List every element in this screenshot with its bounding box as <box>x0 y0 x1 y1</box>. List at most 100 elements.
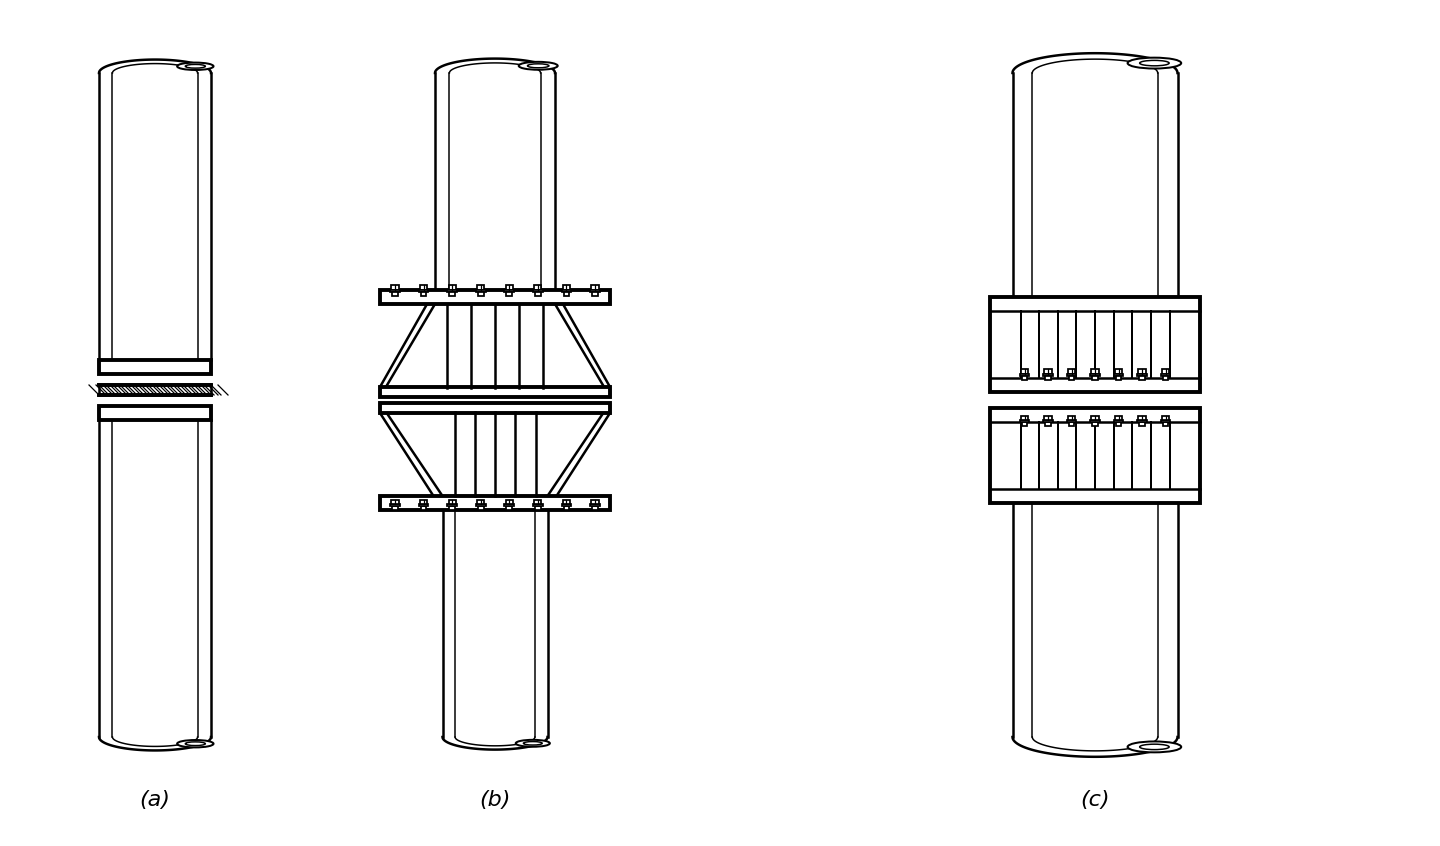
Text: (b): (b) <box>480 790 511 810</box>
Polygon shape <box>547 403 611 510</box>
Bar <box>449 506 455 510</box>
Polygon shape <box>380 403 442 510</box>
Bar <box>562 290 572 292</box>
Text: (a): (a) <box>140 790 170 810</box>
Bar <box>1115 370 1122 374</box>
Bar <box>1162 370 1169 374</box>
Bar <box>1113 374 1123 376</box>
Bar <box>392 292 397 295</box>
Bar <box>534 506 541 510</box>
Bar <box>435 73 554 290</box>
Ellipse shape <box>527 63 549 68</box>
Bar <box>592 500 599 504</box>
Bar <box>1139 376 1145 380</box>
Bar <box>1021 376 1027 380</box>
Bar <box>477 285 484 290</box>
Bar <box>507 292 513 295</box>
Ellipse shape <box>1128 58 1181 69</box>
Bar <box>592 285 599 290</box>
Bar <box>533 290 543 292</box>
Bar <box>392 285 399 290</box>
Bar <box>1116 422 1122 426</box>
Bar <box>419 290 429 292</box>
Bar <box>380 387 611 397</box>
Bar <box>380 496 611 510</box>
Bar <box>504 504 514 506</box>
Bar <box>1044 416 1051 420</box>
Bar <box>562 504 572 506</box>
Bar <box>99 73 212 360</box>
Bar <box>563 292 569 295</box>
Bar <box>1115 416 1122 420</box>
Bar <box>419 504 429 506</box>
Bar <box>1068 376 1074 380</box>
Bar <box>390 290 400 292</box>
Bar <box>590 504 600 506</box>
Bar <box>478 506 484 510</box>
Bar <box>1139 370 1146 374</box>
Bar <box>1068 416 1076 420</box>
Bar <box>380 290 611 304</box>
Bar <box>1161 420 1171 422</box>
Bar <box>1090 420 1100 422</box>
Bar <box>1068 370 1076 374</box>
Ellipse shape <box>1139 60 1169 66</box>
Bar <box>1045 376 1051 380</box>
Bar <box>420 506 426 510</box>
Bar <box>1138 420 1146 422</box>
Bar <box>420 500 428 504</box>
Text: (c): (c) <box>1080 790 1110 810</box>
Ellipse shape <box>518 62 557 69</box>
Ellipse shape <box>177 63 213 70</box>
Bar <box>1020 420 1030 422</box>
Bar <box>1162 422 1168 426</box>
Bar <box>475 504 485 506</box>
Bar <box>1021 416 1028 420</box>
Bar <box>1068 422 1074 426</box>
Bar <box>991 408 1200 503</box>
Ellipse shape <box>177 740 213 747</box>
Bar <box>1139 416 1146 420</box>
Bar <box>1090 374 1100 376</box>
Bar <box>533 504 543 506</box>
Bar <box>420 285 428 290</box>
Bar <box>1012 503 1178 737</box>
Bar <box>1043 374 1053 376</box>
Bar <box>563 285 570 290</box>
Bar <box>505 500 513 504</box>
Bar <box>99 360 212 374</box>
Bar <box>420 292 426 295</box>
Bar <box>534 500 541 504</box>
Bar <box>478 292 484 295</box>
Bar <box>590 290 600 292</box>
Bar <box>1138 374 1146 376</box>
Bar <box>1045 422 1051 426</box>
Bar <box>507 506 513 510</box>
Ellipse shape <box>186 64 206 69</box>
Bar <box>1067 420 1077 422</box>
Bar <box>1021 422 1027 426</box>
Bar <box>505 285 513 290</box>
Bar <box>442 510 547 737</box>
Bar <box>534 292 541 295</box>
Bar <box>99 385 212 395</box>
Bar <box>99 406 212 420</box>
Bar <box>392 506 397 510</box>
Ellipse shape <box>1139 744 1169 750</box>
Bar <box>1012 73 1178 297</box>
Bar <box>563 506 569 510</box>
Bar <box>475 290 485 292</box>
Bar <box>1162 376 1168 380</box>
Bar <box>1067 374 1077 376</box>
Bar <box>1116 376 1122 380</box>
Ellipse shape <box>186 742 206 745</box>
Bar <box>448 290 456 292</box>
Bar <box>592 292 598 295</box>
Bar <box>1092 422 1097 426</box>
Bar <box>563 500 570 504</box>
Bar <box>1021 370 1028 374</box>
Bar <box>1139 422 1145 426</box>
Polygon shape <box>554 290 611 397</box>
Polygon shape <box>380 290 435 397</box>
Bar <box>1092 370 1099 374</box>
